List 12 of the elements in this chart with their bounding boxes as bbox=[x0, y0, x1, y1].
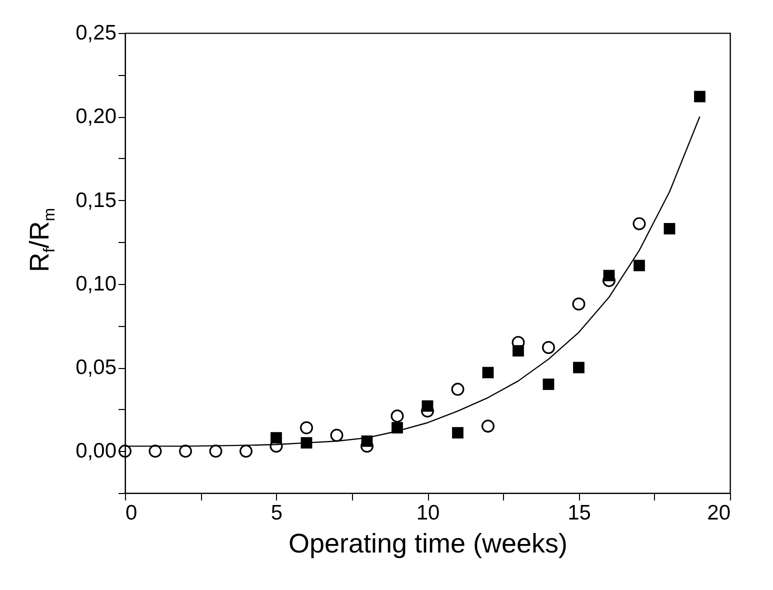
x-tick-label: 5 bbox=[270, 502, 283, 524]
y-tick-label: 0,25 bbox=[76, 22, 116, 44]
x-tick-label: 0 bbox=[126, 502, 138, 524]
y-tick-label: 0,05 bbox=[76, 356, 116, 380]
x-tick-label: 10 bbox=[416, 502, 440, 524]
y-tick-label: 0,00 bbox=[76, 440, 116, 463]
y-tick-label: 0,10 bbox=[76, 272, 116, 296]
y-tick-label: 0,20 bbox=[76, 105, 116, 128]
x-axis-title: Operating time (weeks) bbox=[288, 528, 568, 558]
y-tick-label: 0,15 bbox=[76, 188, 116, 212]
x-tick-label: 20 bbox=[707, 502, 730, 524]
x-tick-label: 15 bbox=[568, 502, 591, 524]
